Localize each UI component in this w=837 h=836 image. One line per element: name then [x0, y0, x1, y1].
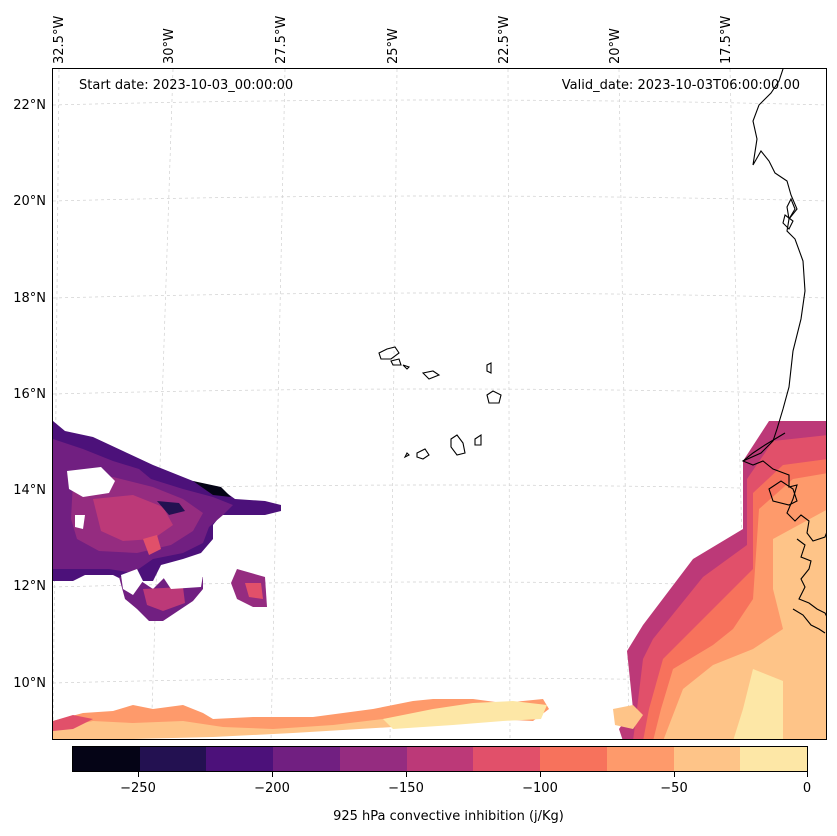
- colorbar-tick-label: −50: [660, 781, 688, 796]
- lat-label-22n: 22°N: [13, 98, 46, 113]
- island-santiago: [450, 434, 466, 456]
- gridline-lat-18n: [53, 292, 826, 299]
- guinea-bissau-islands: [792, 608, 826, 634]
- island-fogo: [416, 448, 430, 460]
- start-date-label: Start date: 2023-10-03_00:00:00: [79, 78, 294, 93]
- valid-date-label: Valid_date: 2023-10-03T06:00:00.00: [561, 78, 800, 93]
- colorbar-segment: [673, 747, 741, 771]
- cape-verde-islands: [378, 346, 502, 460]
- gridline-lon-25w: [389, 69, 398, 739]
- lon-label-25w: 25°W: [386, 28, 401, 64]
- gambia-outline: [768, 480, 798, 506]
- island-brava: [403, 452, 410, 459]
- lat-label-20n: 20°N: [13, 194, 46, 209]
- colorbar-segment: [206, 747, 274, 771]
- colorbar-tick-label: −100: [522, 781, 558, 796]
- lat-label-18n: 18°N: [13, 291, 46, 306]
- map-canvas: [53, 69, 826, 739]
- cin-field-west: [53, 421, 281, 621]
- gridline-lat-10n: [53, 677, 826, 684]
- lat-label-12n: 12°N: [13, 579, 46, 594]
- lat-label-10n: 10°N: [13, 676, 46, 691]
- colorbar-tick: [674, 772, 675, 777]
- gridline-lon-32-5w: [53, 69, 60, 739]
- banc-d-arguin: [782, 214, 794, 230]
- colorbar-tick: [406, 772, 407, 777]
- colorbar-segment: [339, 747, 407, 771]
- africa-coastline: [741, 69, 826, 634]
- colorbar-segment: [606, 747, 674, 771]
- lon-label-27-5w: 27.5°W: [274, 15, 289, 64]
- colorbar-tick-label: −200: [254, 781, 290, 796]
- gridline-lon-20w: [618, 69, 630, 739]
- gridline-lat-16n: [53, 388, 826, 395]
- cin-field-east: [619, 421, 826, 739]
- lon-label-32-5w: 32.5°W: [52, 15, 67, 64]
- gridline-lon-27-5w: [270, 69, 286, 739]
- island-santa-luzia: [402, 364, 411, 370]
- colorbar-segment: [473, 747, 541, 771]
- colorbar-tick: [272, 772, 273, 777]
- colorbar-segment: [406, 747, 474, 771]
- colorbar: [72, 746, 808, 772]
- cap-blanc: [786, 197, 796, 221]
- colorbar-tick: [540, 772, 541, 777]
- gridline-lat-22n: [53, 99, 826, 106]
- colorbar-label: 925 hPa convective inhibition (j/Kg): [333, 809, 564, 824]
- colorbar-tick-label: −250: [120, 781, 156, 796]
- lat-label-16n: 16°N: [13, 387, 46, 402]
- colorbar-segment: [139, 747, 207, 771]
- island-boa-vista: [486, 390, 502, 404]
- lat-label-14n: 14°N: [13, 483, 46, 498]
- colorbar-segment: [73, 747, 140, 771]
- senegal-river: [742, 432, 786, 462]
- island-sao-vicente: [390, 358, 402, 366]
- colorbar-tick-label: 0: [802, 781, 812, 796]
- island-sao-nicolau: [421, 370, 441, 380]
- lon-label-17-5w: 17.5°W: [719, 15, 734, 64]
- colorbar-segment: [540, 747, 607, 771]
- cin-field-south: [53, 699, 643, 739]
- gridline-lon-30w: [150, 69, 174, 739]
- colorbar-segment: [740, 747, 808, 771]
- island-sal: [486, 362, 492, 374]
- island-santo-antao: [378, 346, 400, 360]
- lon-label-30w: 30°W: [162, 28, 177, 64]
- island-maio: [474, 433, 482, 446]
- lon-label-22-5w: 22.5°W: [497, 15, 512, 64]
- gridline-lat-20n: [53, 195, 826, 202]
- gridline-lon-22-5w: [507, 69, 511, 739]
- map-panel: [52, 68, 827, 740]
- lon-label-20w: 20°W: [608, 28, 623, 64]
- colorbar-tick-label: −150: [388, 781, 424, 796]
- colorbar-tick: [138, 772, 139, 777]
- colorbar-segment: [273, 747, 340, 771]
- colorbar-tick: [807, 772, 808, 777]
